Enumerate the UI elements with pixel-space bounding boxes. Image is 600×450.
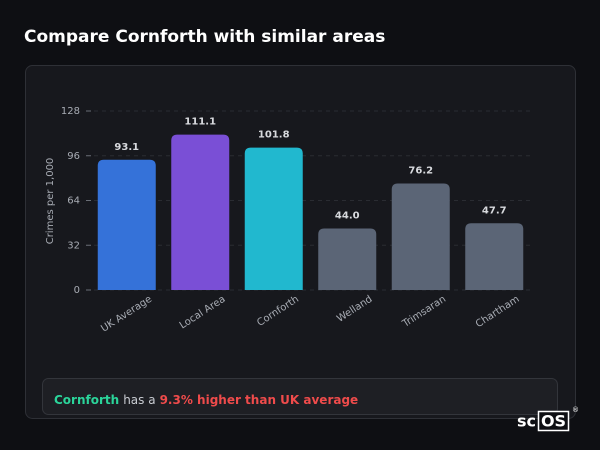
value-label: 44.0 [335,210,360,221]
y-tick-label: 128 [61,106,80,117]
summary-phrase: has a [123,393,155,407]
summary-area: Cornforth [54,393,119,407]
logo-boxed: OS [541,412,566,431]
value-label: 111.1 [184,117,216,128]
bar [97,159,156,290]
y-tick-label: 0 [74,285,80,296]
bar [171,134,230,290]
summary-box [42,378,558,415]
value-label: 47.7 [482,205,507,216]
page-title: Compare Cornforth with similar areas [24,27,385,47]
value-label: 101.8 [258,130,290,141]
logo-mark: ® [572,406,579,414]
summary-comparison: 9.3% higher than UK average [160,393,359,407]
logo-box [537,410,570,432]
y-axis-label: Crimes per 1,000 [45,158,56,245]
summary-text: Cornforth has a 9.3% higher than UK averag… [54,393,358,407]
logo-prefix: sc [517,412,536,431]
bar [244,147,303,290]
bar [318,228,377,290]
bar [465,223,524,290]
value-label: 93.1 [114,142,139,153]
value-label: 76.2 [408,165,433,176]
bar [391,183,450,290]
y-tick-label: 32 [67,240,80,251]
y-tick-label: 64 [67,196,80,207]
y-tick-label: 96 [67,151,80,162]
